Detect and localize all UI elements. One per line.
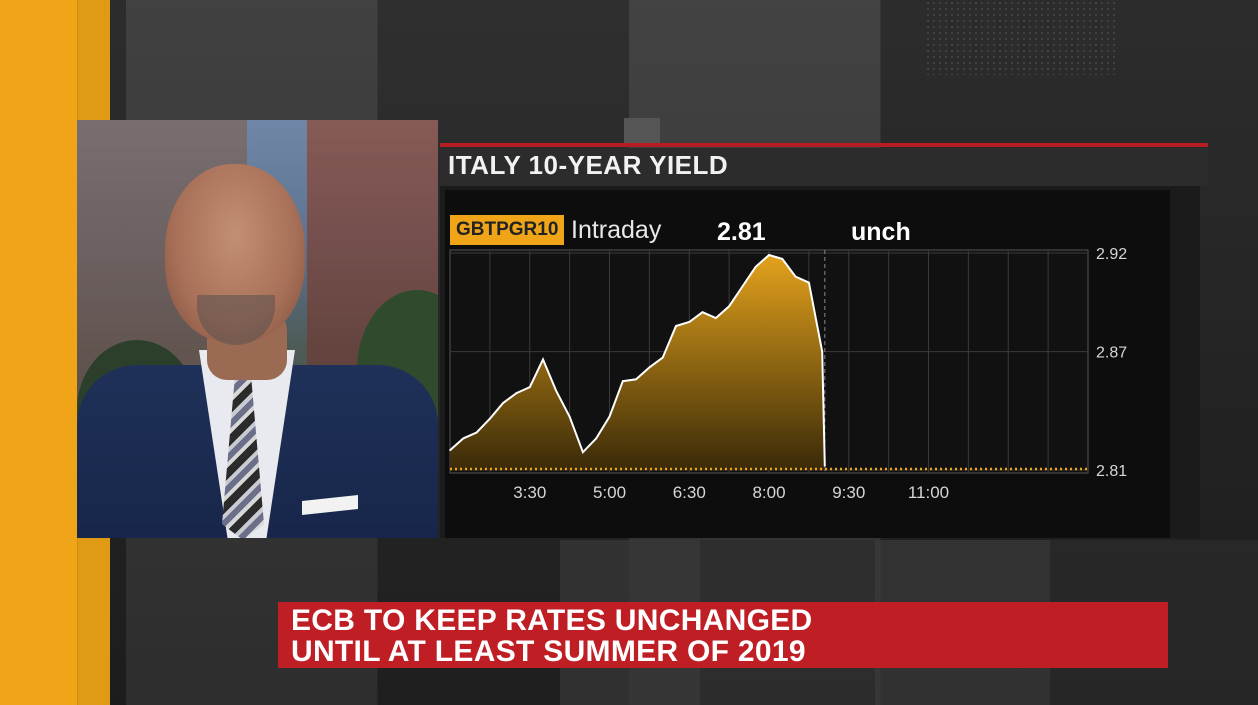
data-point (648, 366, 651, 369)
data-point (449, 449, 451, 452)
data-point (754, 266, 757, 268)
data-point (595, 437, 598, 440)
data-point (568, 415, 571, 418)
data-point (824, 465, 826, 467)
data-point (701, 311, 704, 313)
x-tick-label: 11:00 (908, 483, 949, 502)
grey-tab (624, 118, 660, 143)
y-tick-label: 2.81 (1096, 463, 1127, 480)
data-point (821, 350, 823, 353)
data-point (794, 275, 797, 278)
data-point (555, 390, 558, 392)
data-point (675, 325, 677, 327)
x-tick-label: 8:00 (752, 483, 785, 502)
headline-line-1: ECB TO KEEP RATES UNCHANGED (291, 604, 813, 637)
data-point (715, 317, 717, 319)
yield-chart: 3:30 5:00 6:30 8:00 9:30 11:00 2.92 2.87 2.81 (449, 246, 1127, 502)
data-point (688, 321, 691, 323)
data-point (582, 451, 584, 454)
change-value: unch (851, 218, 911, 246)
data-point (728, 305, 730, 308)
video-feed (77, 120, 438, 538)
data-point (502, 402, 504, 404)
data-point (741, 285, 744, 288)
data-point (608, 415, 611, 418)
title-rule (440, 143, 1208, 147)
x-tick-label: 3:30 (513, 483, 546, 502)
data-point (808, 281, 810, 284)
background-dot-pattern (925, 0, 1115, 75)
x-tick-label: 9:30 (832, 483, 865, 502)
data-point (661, 356, 664, 359)
last-value: 2.81 (717, 218, 766, 246)
data-point (781, 258, 784, 260)
yield-area (450, 255, 825, 470)
data-point (768, 254, 770, 256)
x-tick-label: 5:00 (593, 483, 626, 502)
chart-title-bar (440, 148, 1208, 186)
chart-title: ITALY 10-YEAR YIELD (448, 150, 729, 180)
headline-line-2: UNTIL AT LEAST SUMMER OF 2019 (291, 635, 806, 668)
data-point (635, 378, 637, 381)
data-point (542, 358, 544, 361)
ticker-badge: GBTPGR10 (450, 215, 565, 245)
y-tick-label: 2.87 (1096, 345, 1127, 362)
data-point (462, 437, 465, 440)
data-point (528, 386, 531, 388)
headline-banner: ECB TO KEEP RATES UNCHANGED UNTIL AT LEA… (278, 602, 1168, 668)
data-point (621, 380, 624, 383)
data-point (515, 392, 518, 394)
chart-mode: Intraday (571, 216, 662, 244)
x-tick-label: 6:30 (673, 483, 706, 502)
y-tick-label: 2.92 (1096, 246, 1127, 263)
yield-line (449, 253, 826, 467)
data-point (489, 417, 491, 420)
data-point (475, 431, 478, 434)
